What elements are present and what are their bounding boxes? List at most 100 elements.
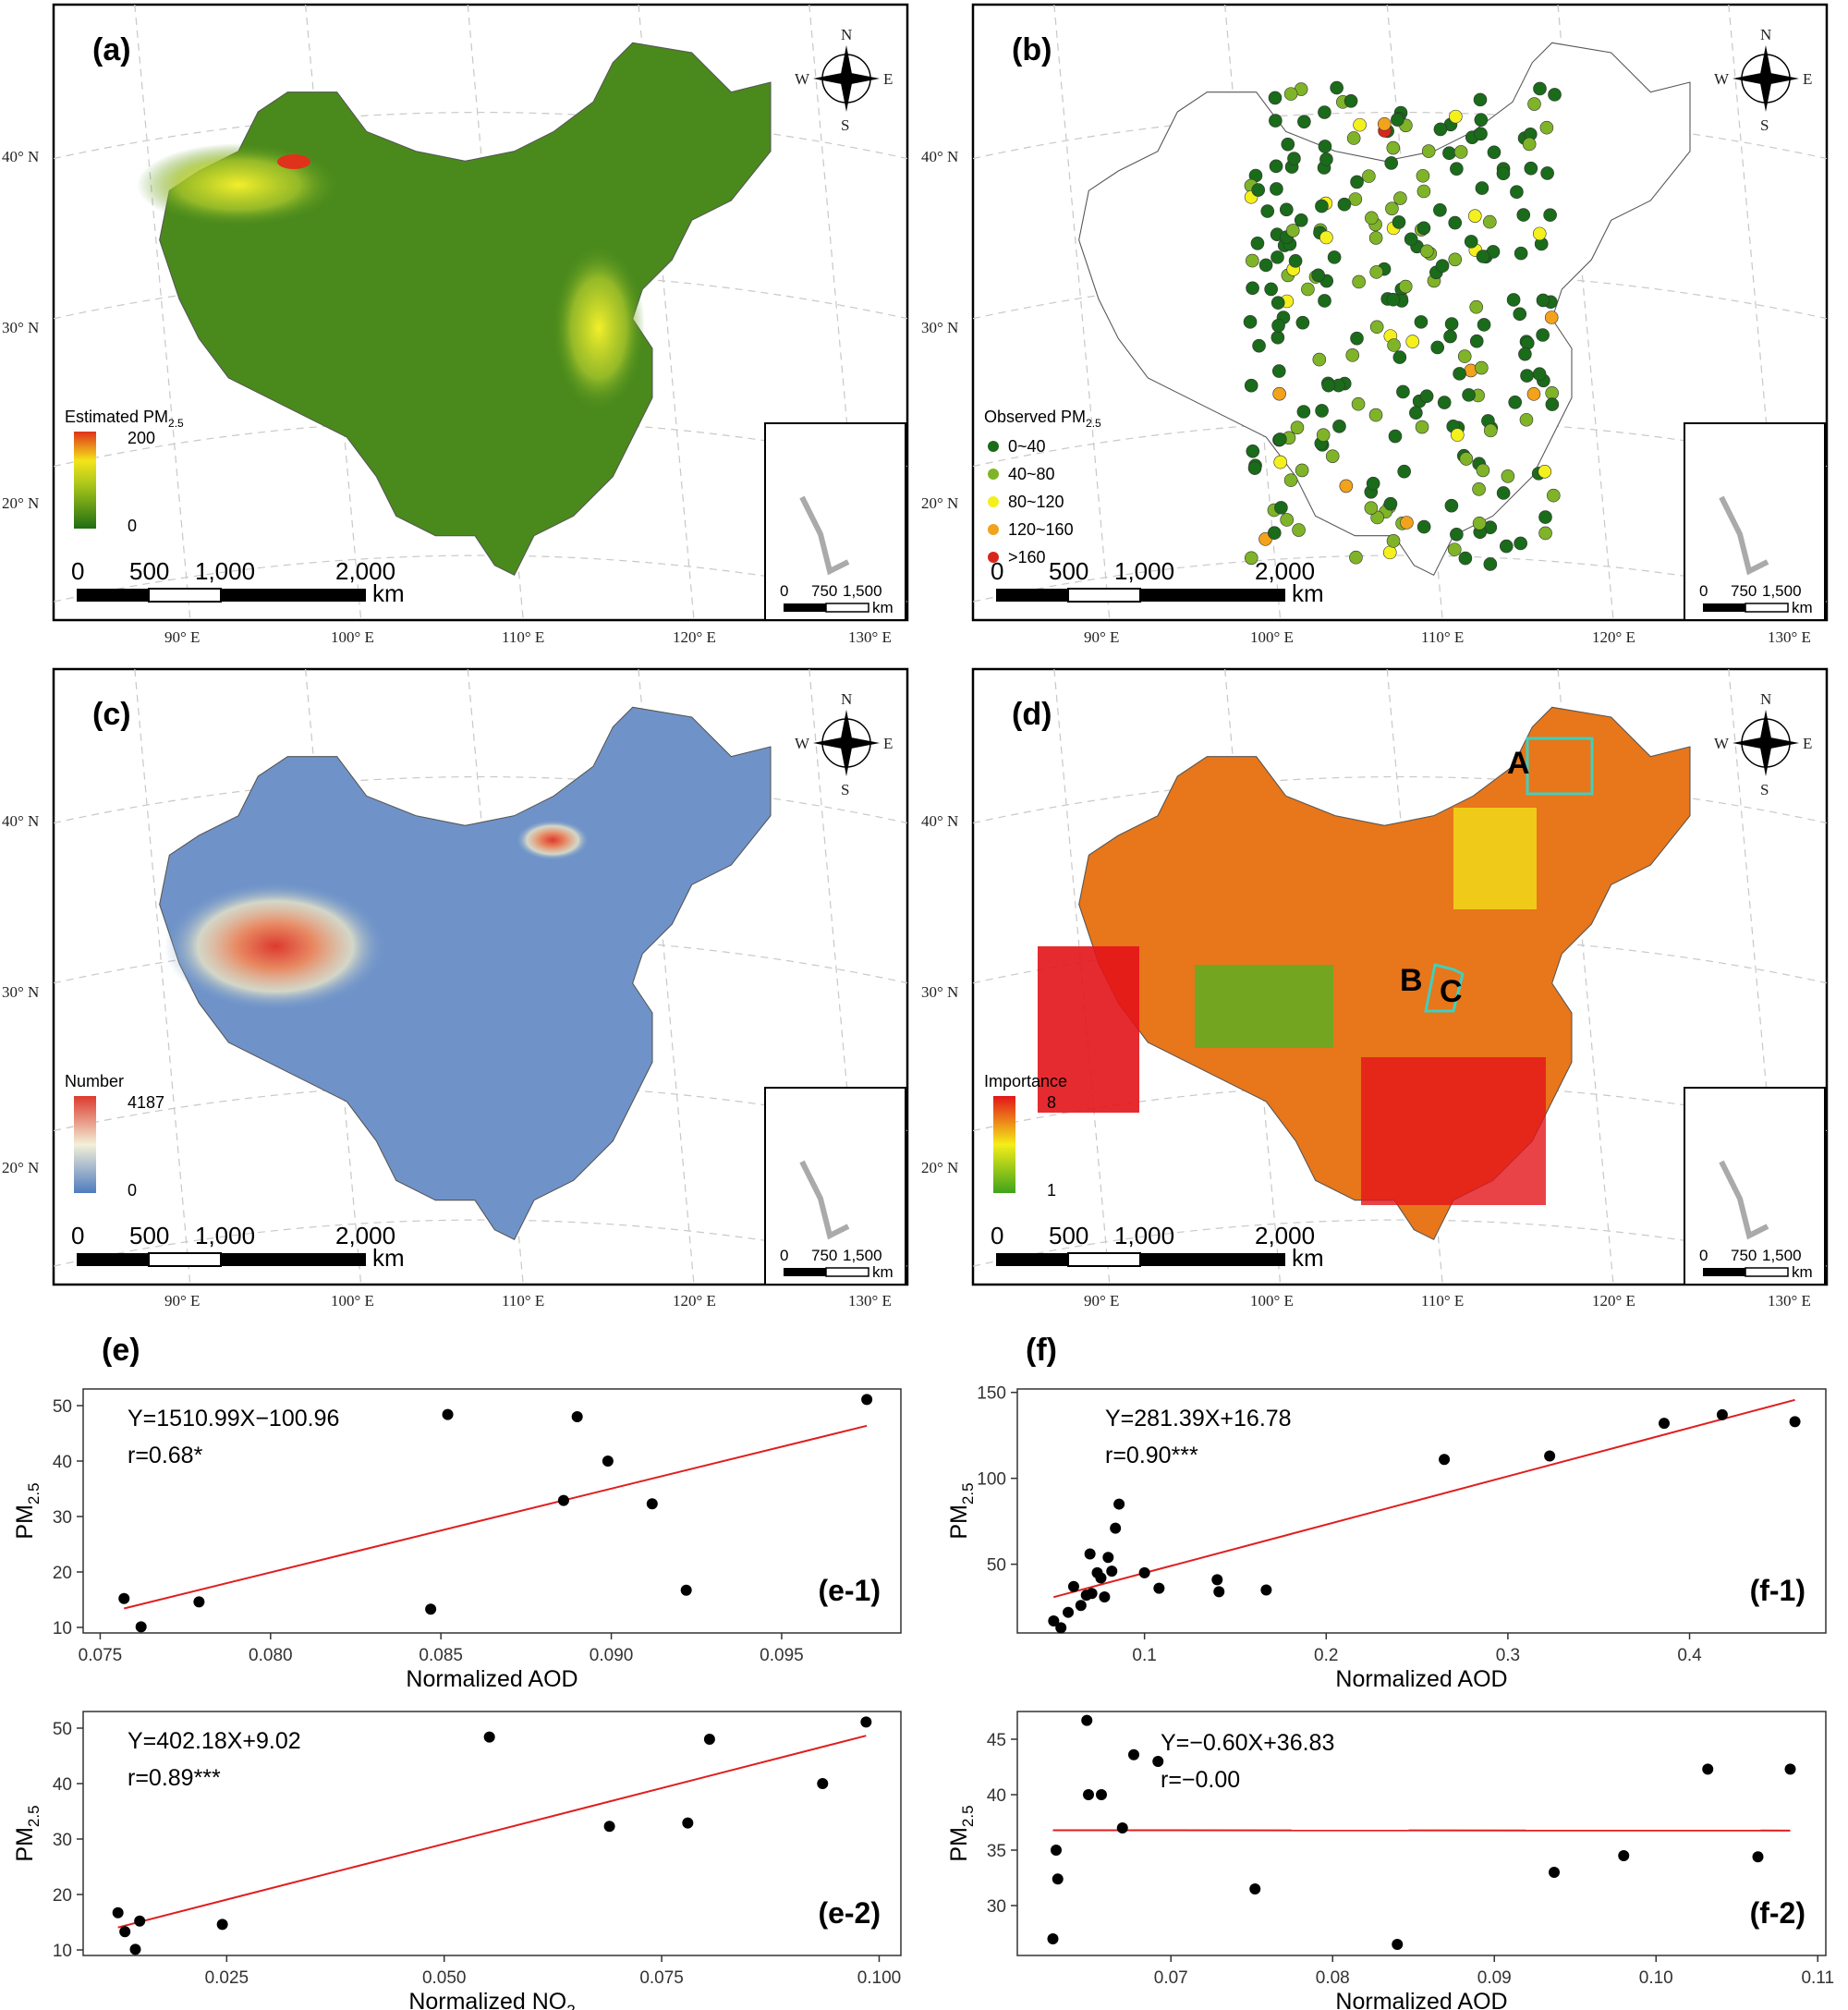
x-tick-label: 0.075 xyxy=(79,1646,123,1665)
x-tick-label: 0.2 xyxy=(1314,1646,1338,1665)
site-point xyxy=(1404,232,1418,247)
lat-label: 40° N xyxy=(921,812,958,830)
site-point xyxy=(1283,473,1298,487)
data-point xyxy=(1784,1763,1796,1775)
legend-min: 1 xyxy=(1047,1181,1056,1200)
site-point xyxy=(1483,423,1498,438)
site-point xyxy=(1544,311,1559,324)
scalebar-t3: 2,000 xyxy=(1255,557,1315,585)
site-point xyxy=(1514,536,1527,551)
data-point xyxy=(119,1926,131,1938)
site-point xyxy=(1536,293,1550,308)
site-point xyxy=(1364,501,1379,515)
site-point xyxy=(1419,389,1434,404)
site-point xyxy=(1400,516,1414,530)
x-axis-title: Normalized NO2 xyxy=(408,1989,575,2010)
site-point xyxy=(1243,315,1258,329)
inset-unit: km xyxy=(872,599,894,616)
graticule-lat xyxy=(53,554,908,603)
inset-frame xyxy=(764,1087,906,1285)
site-point xyxy=(1435,259,1450,274)
site-point xyxy=(1508,396,1522,409)
x-tick-label: 0.075 xyxy=(639,1968,684,1988)
importance-mid-north xyxy=(1453,808,1537,909)
y-tick-label: 20 xyxy=(53,1564,72,1583)
site-point xyxy=(1453,367,1466,381)
data-point xyxy=(129,1943,141,1955)
site-point xyxy=(1447,542,1462,556)
scalebar-unit: km xyxy=(1292,579,1324,607)
site-point xyxy=(1474,113,1489,127)
site-point xyxy=(1450,527,1464,542)
compass-icon: N S E W xyxy=(1714,26,1812,134)
site-point xyxy=(1467,209,1482,223)
inset-scale-seg xyxy=(784,1268,826,1276)
site-point xyxy=(1548,88,1562,102)
site-point xyxy=(1518,347,1532,361)
y-tick-label: 40 xyxy=(53,1453,72,1472)
site-point xyxy=(1288,254,1303,268)
y-tick-label: 20 xyxy=(53,1886,72,1906)
regression-line xyxy=(124,1424,868,1610)
site-point xyxy=(1269,114,1283,128)
site-point xyxy=(1252,338,1266,353)
scalebar-t3: 2,000 xyxy=(1255,1222,1315,1249)
scalebar-t2: 1,000 xyxy=(1114,557,1174,585)
site-point xyxy=(1538,526,1552,541)
site-point xyxy=(1269,159,1283,174)
data-point xyxy=(1102,1552,1114,1564)
site-point xyxy=(1475,181,1489,195)
inset-scale-seg xyxy=(1745,603,1789,613)
site-point xyxy=(1415,420,1429,434)
lon-label: 120° E xyxy=(673,1292,716,1310)
site-point xyxy=(1271,318,1285,333)
data-point xyxy=(1549,1867,1560,1878)
scalebar-t2: 1,000 xyxy=(195,1222,255,1249)
site-point xyxy=(1476,463,1490,478)
site-point xyxy=(1397,464,1411,479)
data-point xyxy=(1153,1582,1165,1594)
inset-scale-seg xyxy=(825,1267,869,1277)
x-axis-title: Normalized AOD xyxy=(406,1666,578,1692)
site-point xyxy=(1444,498,1459,513)
site-point xyxy=(1246,281,1259,296)
site-point xyxy=(1522,137,1537,152)
scalebar-t1: 500 xyxy=(1049,557,1088,585)
compass-n: N xyxy=(1760,26,1771,43)
site-point xyxy=(1350,175,1364,189)
data-point xyxy=(1099,1590,1111,1602)
x-tick-label: 0.3 xyxy=(1496,1646,1520,1665)
lon-label: 90° E xyxy=(164,628,200,646)
site-point xyxy=(1346,131,1361,145)
site-point xyxy=(1246,253,1259,268)
site-point xyxy=(1496,486,1511,500)
compass-e: E xyxy=(883,735,893,752)
lon-label: 100° E xyxy=(1250,1292,1294,1310)
scalebar-seg xyxy=(1067,588,1141,603)
site-point xyxy=(1319,230,1333,245)
scalebar-seg xyxy=(1140,589,1285,602)
data-point xyxy=(1106,1565,1118,1578)
data-point xyxy=(646,1498,658,1510)
site-point xyxy=(1448,215,1463,230)
scalebar-seg xyxy=(1067,1252,1141,1267)
site-point xyxy=(1327,250,1342,264)
equation-label: Y=−0.60X+36.83 xyxy=(1161,1730,1334,1756)
compass-e: E xyxy=(883,70,893,88)
site-point xyxy=(1416,168,1430,183)
x-tick-label: 0.025 xyxy=(205,1968,249,1988)
lat-label: 30° N xyxy=(921,319,958,336)
data-point xyxy=(703,1734,715,1745)
legend-title: Importance xyxy=(984,1072,1067,1090)
site-point xyxy=(1469,334,1484,348)
site-point xyxy=(1513,307,1527,322)
site-point xyxy=(1514,246,1528,261)
lon-label: 130° E xyxy=(848,628,892,646)
regression-line xyxy=(1053,1398,1795,1599)
site-point xyxy=(1290,420,1305,434)
legend-min: 0 xyxy=(128,517,137,535)
